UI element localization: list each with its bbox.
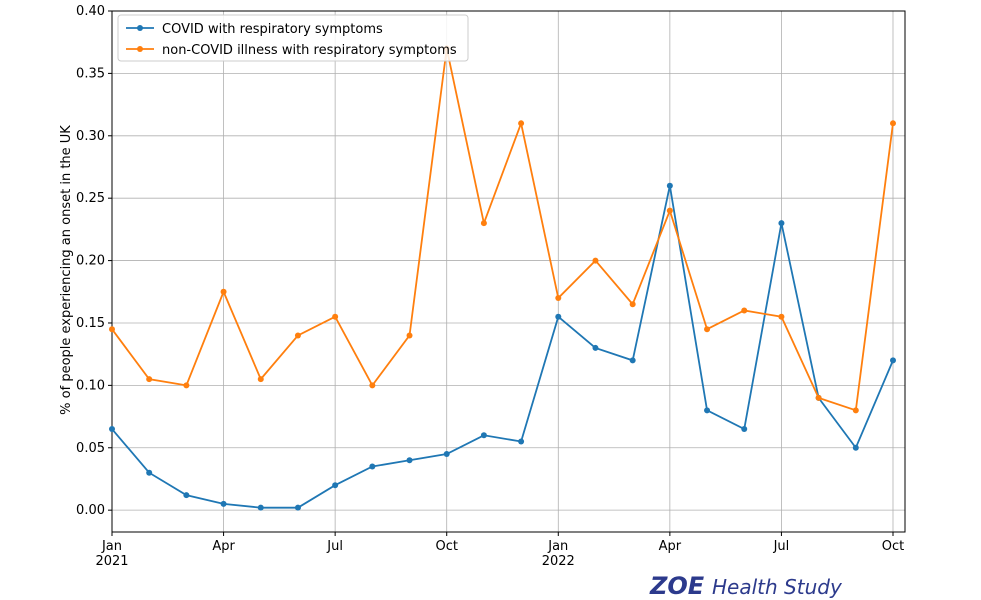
data-point [592,344,599,351]
data-point [555,295,562,302]
data-point [778,220,785,227]
legend-box [117,14,469,62]
data-point [815,394,822,401]
data-point [592,257,599,264]
data-point [890,357,896,364]
data-point [704,326,711,333]
y-tick-label: 0.30 [76,129,105,144]
data-point [406,332,413,339]
data-point [109,326,115,333]
data-point [741,426,748,433]
x-tick-label: Apr [212,539,235,554]
data-point [518,438,525,445]
data-point [443,451,450,458]
y-tick-label: 0.20 [76,254,105,269]
data-point [332,482,339,489]
data-point [294,332,301,339]
x-tick-label: Jan 2022 [542,539,575,569]
data-point [852,407,859,414]
y-tick-label: 0.25 [76,191,105,206]
data-point [666,207,673,214]
data-point [332,313,339,320]
series-line [111,48,894,412]
data-point [741,307,748,314]
data-point [183,492,190,499]
plot-frame [111,10,906,533]
legend-marker [137,25,143,31]
x-tick-label: Jul [326,539,343,554]
data-point [629,301,636,308]
data-point [183,382,190,389]
data-point [109,426,115,433]
data-point [480,220,487,227]
y-tick-label: 0.40 [76,4,105,19]
data-point [518,120,525,127]
data-point [257,504,264,511]
data-point [778,313,785,320]
data-point [220,500,227,507]
data-point [480,432,487,439]
data-point [406,457,413,464]
legend-label: non-COVID illness with respiratory sympt… [162,43,457,58]
legend-label: COVID with respiratory symptoms [162,22,383,37]
data-point [294,504,301,511]
legend-marker [137,46,143,52]
logo-text: Health Study [712,575,843,599]
data-point [890,120,896,127]
x-tick-label: Apr [659,539,682,554]
data-point [257,376,264,383]
y-tick-label: 0.10 [76,378,105,393]
data-point [666,182,673,189]
data-point [704,407,711,414]
data-point [369,382,376,389]
x-tick-label: Oct [435,539,457,554]
data-point [220,288,227,295]
x-tick-label: Jan 2021 [95,539,128,569]
data-point [852,444,859,451]
y-axis-label: % of people experiencing an onset in the… [59,125,74,415]
x-tick-label: Oct [882,539,904,554]
y-tick-label: 0.00 [76,503,105,518]
data-point [146,469,153,476]
x-tick-label: Jul [773,539,790,554]
data-point [369,463,376,470]
y-tick-label: 0.05 [76,441,105,456]
y-tick-label: 0.15 [76,316,105,331]
y-tick-label: 0.35 [76,66,105,81]
logo-brand: ZOE [649,572,705,600]
data-point [146,376,153,383]
series-line [111,185,894,509]
data-point [555,313,562,320]
data-point [629,357,636,364]
